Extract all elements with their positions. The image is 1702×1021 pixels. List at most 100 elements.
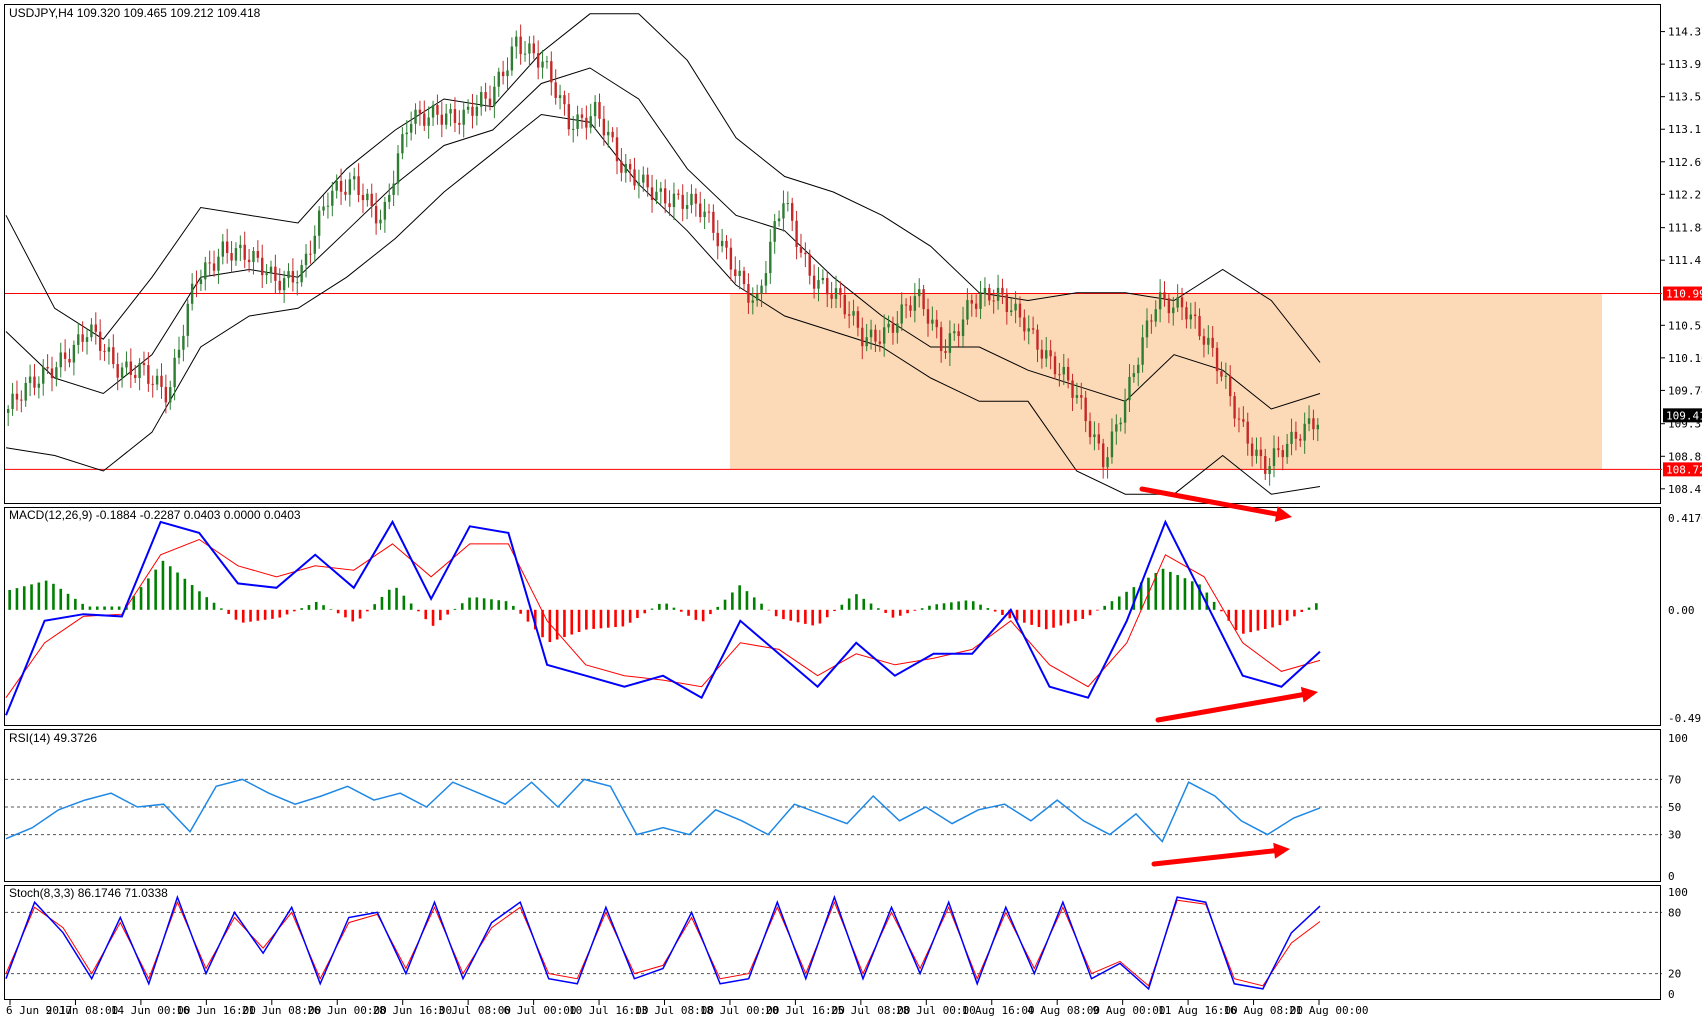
macd-histogram-bar [1227,609,1231,621]
candle-body [77,334,80,345]
candle-body [576,114,579,129]
candle-body [764,273,768,286]
macd-histogram-bar [475,597,479,610]
macd-histogram-bar [1176,575,1179,610]
candle-body [900,304,903,324]
macd-histogram-bar [928,605,931,610]
macd-histogram-bar [278,609,282,618]
macd-histogram-bar [387,589,391,610]
macd-histogram-bar [920,608,924,610]
candle-body [550,61,553,83]
rsi-divergence-arrow [1151,842,1290,867]
candle-body [1137,364,1140,374]
macd-histogram-bar [81,603,84,610]
candle-body [138,363,141,379]
macd-histogram-bar [1081,609,1085,619]
macd-histogram-bar [1030,609,1033,625]
macd-histogram-bar [1234,609,1238,631]
macd-histogram-bar [526,609,530,622]
macd-histogram-bar [606,609,610,628]
candle-body [979,294,982,309]
candle-body [282,278,286,291]
stoch-line-group [5,894,1321,991]
candle-body [317,210,321,236]
time-tick-label: 28 Jun 16:00 [373,1004,452,1017]
candle-body [738,270,741,276]
macd-histogram-bar [460,603,464,610]
candle-body [247,259,251,263]
candle-body [225,241,229,254]
price-tick-label: 110.580 [1668,319,1702,332]
candle-body [598,102,601,119]
macd-histogram-bar [1154,573,1158,610]
macd-header: MACD(12,26,9) -0.1884 -0.2287 0.0403 0.0… [9,508,301,522]
candle-body [392,183,395,195]
macd-histogram-bar [1198,584,1201,610]
candle-body [1132,373,1136,377]
candle-body [1106,457,1109,468]
candle-body [291,271,295,283]
candle-body [913,296,917,311]
candle-body [431,105,435,118]
candle-body [462,109,465,125]
macd-histogram-bar [1088,609,1092,616]
candle-body [1141,337,1144,365]
price-divergence-arrow [1139,486,1292,522]
candle-body [808,254,811,276]
candle-body [112,347,115,365]
macd-histogram-bar [804,609,807,624]
candle-body [572,128,575,130]
candle-body [1211,337,1214,348]
candle-body [1307,418,1311,424]
candle-body [42,366,45,384]
candle-body [103,350,106,352]
candle-body [953,331,956,334]
macd-histogram-bar [322,605,325,610]
macd-signal-line [5,538,1321,698]
macd-histogram-bar [8,590,11,610]
time-tick-label: 9 Jun 08:00 [45,1004,118,1017]
candle-body [401,134,404,154]
candle-body [944,351,947,353]
macd-histogram-bar [1183,578,1187,610]
macd-histogram-bar [621,609,625,627]
macd-histogram-bar [176,572,179,610]
candle-body [1259,449,1263,457]
candle-body [528,43,531,54]
candle-body [506,70,509,77]
time-tick-label: 4 Aug 08:00 [1027,1004,1100,1017]
candle-body [580,114,584,118]
current-price-tag: 109.418 [1666,409,1702,422]
candle-body [659,188,663,192]
candle-body [1075,395,1079,398]
candle-body [151,383,154,385]
candle-body [926,309,930,324]
candle-body [712,211,715,233]
candle-body [217,256,220,271]
candle-body [357,176,360,195]
macd-histogram-bar [731,592,734,610]
candle-body [628,163,632,170]
candlesticks [6,24,1320,486]
candle-body [322,206,325,211]
candle-body [878,341,882,344]
candle-body [466,106,470,110]
macd-histogram-bar [1052,609,1055,628]
macd-histogram-bar [314,601,318,610]
candle-body [830,294,833,299]
candle-body [59,352,62,368]
macd-histogram-bar [15,588,19,610]
macd-histogram-bar [1132,587,1136,610]
candle-body [1001,287,1004,295]
candle-body [1233,396,1236,419]
symbol-header: USDJPY,H4 109.320 109.465 109.212 109.41… [9,6,261,20]
candle-body [563,95,566,105]
candle-body [427,117,430,126]
candle-body [125,361,128,368]
price-tick-label: 108.890 [1668,450,1702,463]
macd-histogram-bar [658,603,661,610]
candle-body [98,331,102,351]
macd-histogram-bar [504,601,508,610]
macd-histogram-bar [847,598,851,610]
